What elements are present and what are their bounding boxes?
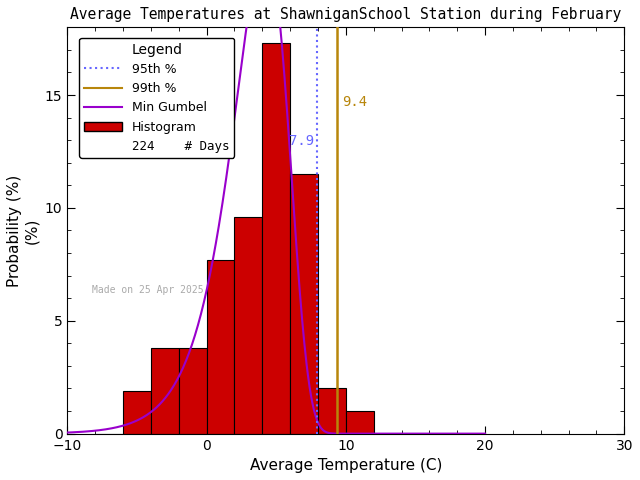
- Text: 7.9: 7.9: [289, 133, 314, 148]
- Bar: [179, 348, 207, 433]
- Bar: [318, 388, 346, 433]
- Bar: [123, 391, 151, 433]
- Bar: [290, 174, 318, 433]
- Bar: [346, 411, 374, 433]
- Y-axis label: Probability (%)
(%): Probability (%) (%): [7, 174, 39, 287]
- Bar: [207, 260, 234, 433]
- X-axis label: Average Temperature (C): Average Temperature (C): [250, 458, 442, 473]
- Bar: [234, 217, 262, 433]
- Text: Made on 25 Apr 2025: Made on 25 Apr 2025: [92, 285, 204, 295]
- Legend: 95th %, 99th %, Min Gumbel, Histogram, 224    # Days: 95th %, 99th %, Min Gumbel, Histogram, 2…: [79, 37, 234, 158]
- Bar: [151, 348, 179, 433]
- Text: 9.4: 9.4: [342, 96, 367, 109]
- Title: Average Temperatures at ShawniganSchool Station during February: Average Temperatures at ShawniganSchool …: [70, 7, 621, 22]
- Bar: [262, 43, 290, 433]
